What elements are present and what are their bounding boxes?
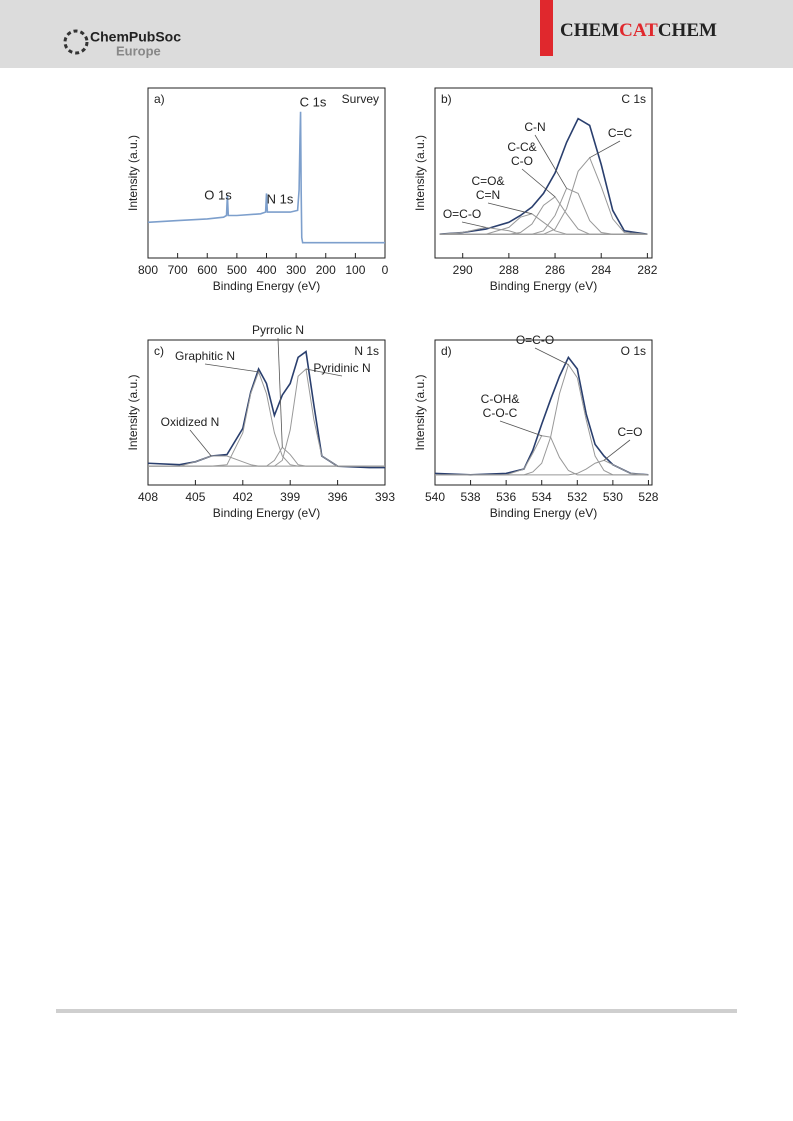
x-tick-label: 405 bbox=[185, 490, 205, 504]
journal-part: CHEM bbox=[658, 20, 717, 41]
leader-line bbox=[461, 221, 486, 228]
leader-line bbox=[499, 420, 542, 437]
x-tick-label: 528 bbox=[638, 490, 658, 504]
plot-frame bbox=[147, 87, 386, 259]
peak-label: Graphitic N bbox=[175, 349, 235, 363]
leader-line bbox=[204, 363, 259, 373]
panel-title: C 1s bbox=[621, 92, 646, 106]
panel-title: Survey bbox=[342, 92, 379, 106]
x-tick-label: 800 bbox=[138, 263, 158, 277]
x-tick-label: 536 bbox=[496, 490, 516, 504]
journal-part: CAT bbox=[619, 20, 658, 41]
panel-label: a) bbox=[154, 92, 165, 106]
publisher-logo bbox=[63, 29, 89, 55]
leader-line bbox=[521, 168, 556, 198]
component-line bbox=[435, 363, 649, 476]
peak-label: O=C-O bbox=[443, 207, 481, 221]
plot-frame bbox=[147, 339, 386, 486]
leader-line bbox=[534, 347, 569, 366]
panel-label: b) bbox=[441, 92, 452, 106]
peak-label: C=O bbox=[617, 425, 642, 439]
leader-line bbox=[589, 140, 621, 159]
x-tick-label: 282 bbox=[637, 263, 657, 277]
x-tick-label: 408 bbox=[138, 490, 158, 504]
peak-label: C=O& C=N bbox=[471, 174, 504, 202]
panel-title: N 1s bbox=[354, 344, 379, 358]
x-tick-label: 393 bbox=[375, 490, 395, 504]
journal-bar bbox=[540, 0, 553, 56]
y-axis-label: Intensity (a.u.) bbox=[126, 374, 140, 450]
peak-label: C-C& C-O bbox=[507, 140, 536, 168]
peak-label: Pyridinic N bbox=[313, 361, 370, 375]
panel-label: c) bbox=[154, 344, 164, 358]
x-tick-label: 396 bbox=[328, 490, 348, 504]
footer-rule bbox=[56, 1009, 737, 1013]
x-tick-label: 532 bbox=[567, 490, 587, 504]
x-tick-label: 540 bbox=[425, 490, 445, 504]
peak-label: C-N bbox=[524, 120, 545, 134]
x-tick-label: 530 bbox=[603, 490, 623, 504]
journal-name: CHEMCATCHEM bbox=[560, 20, 717, 41]
x-tick-label: 300 bbox=[286, 263, 306, 277]
plot-frame bbox=[434, 87, 653, 259]
peak-label: C=C bbox=[608, 126, 633, 140]
x-axis-label: Binding Energy (eV) bbox=[213, 279, 320, 293]
x-tick-label: 0 bbox=[382, 263, 389, 277]
component-line bbox=[435, 459, 649, 476]
x-tick-label: 284 bbox=[591, 263, 611, 277]
peak-label: Pyrrolic N bbox=[252, 323, 304, 337]
y-axis-label: Intensity (a.u.) bbox=[413, 374, 427, 450]
peak-label: Oxidized N bbox=[161, 415, 220, 429]
peak-annotation: O 1s bbox=[204, 187, 232, 202]
x-tick-label: 700 bbox=[168, 263, 188, 277]
peak-label: O=C-O bbox=[516, 333, 554, 347]
peak-annotation: C 1s bbox=[300, 94, 327, 109]
spectrum-line bbox=[147, 111, 385, 244]
component-line bbox=[439, 226, 648, 235]
leader-line bbox=[487, 202, 533, 215]
leader-line bbox=[189, 429, 212, 457]
component-line bbox=[148, 367, 385, 467]
x-axis-label: Binding Energy (eV) bbox=[490, 279, 597, 293]
spectrum-line bbox=[439, 117, 648, 235]
x-tick-label: 286 bbox=[545, 263, 565, 277]
y-axis-label: Intensity (a.u.) bbox=[413, 135, 427, 211]
x-tick-label: 538 bbox=[461, 490, 481, 504]
plot-frame bbox=[434, 339, 653, 486]
x-axis-label: Binding Energy (eV) bbox=[213, 506, 320, 520]
leader-line bbox=[534, 134, 567, 189]
x-tick-label: 400 bbox=[256, 263, 276, 277]
x-tick-label: 399 bbox=[280, 490, 300, 504]
x-tick-label: 500 bbox=[227, 263, 247, 277]
journal-part: CHEM bbox=[560, 20, 619, 41]
header-band bbox=[0, 0, 793, 68]
publisher-name: ChemPubSoc bbox=[90, 29, 181, 45]
leader-line bbox=[277, 337, 283, 448]
x-tick-label: 402 bbox=[233, 490, 253, 504]
x-tick-label: 600 bbox=[197, 263, 217, 277]
component-line bbox=[148, 455, 385, 467]
x-tick-label: 290 bbox=[453, 263, 473, 277]
x-tick-label: 534 bbox=[532, 490, 552, 504]
leader-line bbox=[305, 368, 343, 377]
y-axis-label: Intensity (a.u.) bbox=[126, 135, 140, 211]
x-tick-label: 288 bbox=[499, 263, 519, 277]
panel-label: d) bbox=[441, 344, 452, 358]
peak-label: C-OH& C-O-C bbox=[481, 392, 520, 420]
peak-annotation: N 1s bbox=[267, 191, 294, 206]
leader-line bbox=[603, 439, 631, 461]
component-line bbox=[435, 435, 649, 476]
panel-title: O 1s bbox=[621, 344, 646, 358]
x-axis-label: Binding Energy (eV) bbox=[490, 506, 597, 520]
x-tick-label: 200 bbox=[316, 263, 336, 277]
x-tick-label: 100 bbox=[345, 263, 365, 277]
publisher-sub: Europe bbox=[116, 43, 161, 58]
spectrum-line bbox=[434, 355, 649, 476]
